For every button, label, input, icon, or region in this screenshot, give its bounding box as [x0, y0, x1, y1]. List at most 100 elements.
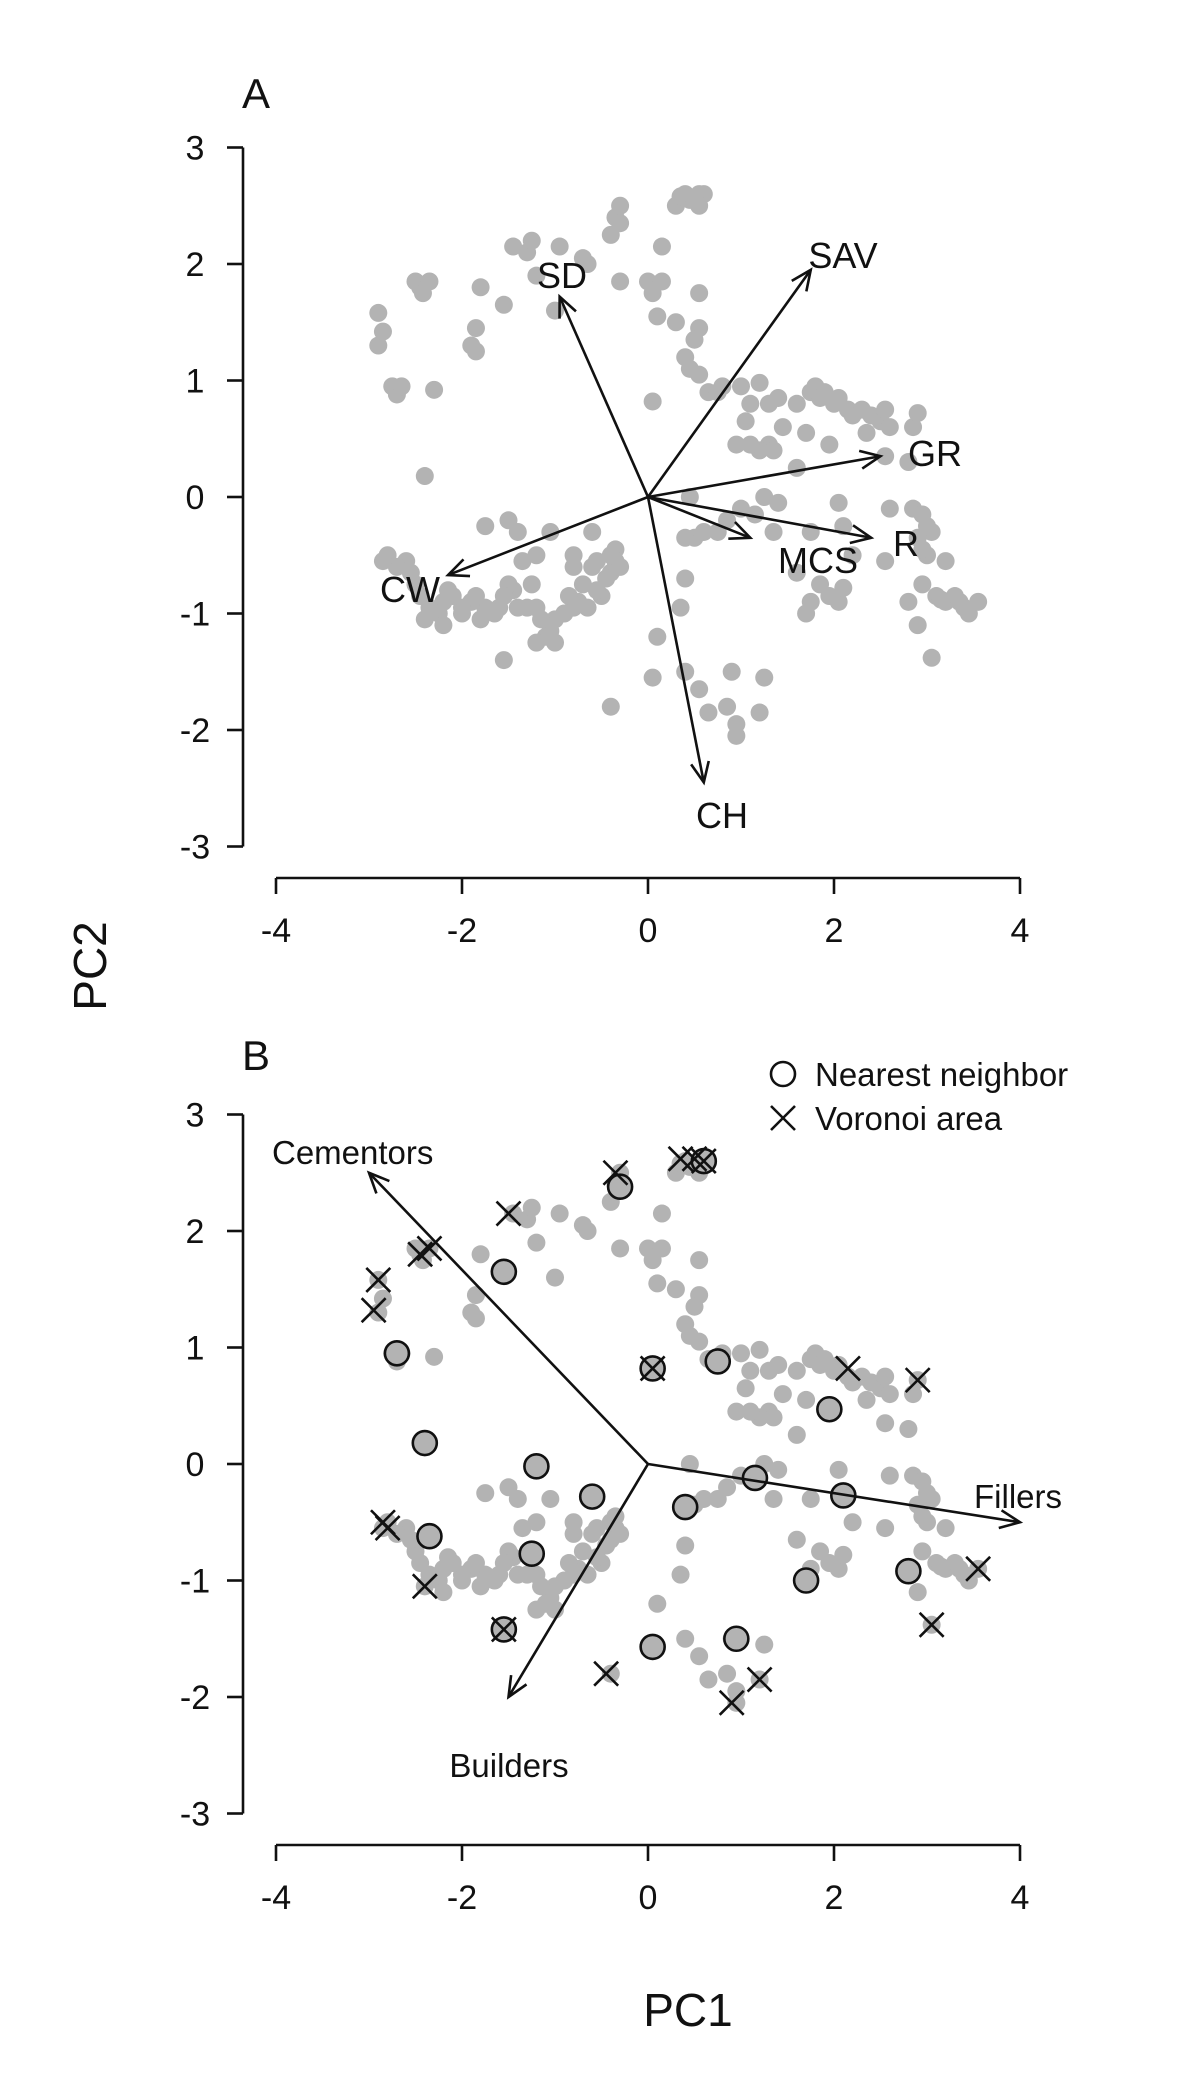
data-point	[522, 575, 541, 594]
data-point	[690, 680, 709, 699]
data-point	[471, 1577, 490, 1596]
data-point	[908, 1583, 927, 1602]
data-point	[713, 377, 732, 396]
data-point	[922, 522, 941, 541]
vector-sd: SD	[537, 255, 650, 498]
data-point	[504, 237, 523, 256]
data-point	[415, 610, 434, 629]
data-point	[453, 1571, 471, 1590]
data-point	[787, 458, 806, 477]
data-point	[504, 1204, 523, 1223]
vector-arrowhead	[690, 760, 711, 786]
data-point	[508, 598, 527, 617]
data-point	[476, 1484, 495, 1503]
y-tick-label: 1	[186, 363, 205, 401]
data-point	[466, 342, 485, 361]
data-point	[513, 1519, 532, 1538]
data-point	[466, 1309, 485, 1328]
data-point	[471, 278, 490, 297]
x-tick-label: 2	[825, 1879, 844, 1917]
data-point	[908, 616, 927, 635]
data-point	[880, 1385, 899, 1404]
y-tick-label: 3	[186, 130, 205, 168]
data-point	[880, 418, 899, 437]
y-tick-label: 2	[186, 246, 205, 284]
data-point	[741, 1402, 760, 1421]
y-tick-label: -3	[180, 1796, 210, 1834]
data-point	[527, 266, 546, 285]
vector-fillers: Fillers	[647, 1462, 1062, 1530]
panel-b-y-axis: -3 -2 -1 0 1 2 3	[180, 1097, 245, 1834]
panel-a-x-axis: -4 -2 0 2 4	[261, 876, 1029, 950]
data-point	[750, 703, 769, 722]
data-point	[787, 563, 806, 582]
nearest-neighbor-marker	[523, 1453, 550, 1480]
data-point	[718, 697, 737, 716]
data-point	[801, 1489, 820, 1508]
voronoi-marker	[374, 1515, 401, 1541]
voronoi-marker	[495, 1200, 522, 1227]
data-point	[876, 1519, 895, 1538]
data-point	[829, 1460, 848, 1479]
data-point	[904, 418, 923, 437]
vector-sav: SAV	[646, 235, 878, 498]
data-point	[690, 1251, 709, 1270]
vector-line	[647, 495, 751, 539]
data-point	[690, 365, 709, 384]
data-point	[643, 392, 662, 411]
vector-line	[558, 296, 650, 498]
vector-label: SD	[537, 255, 587, 296]
y-tick-label: 1	[186, 1330, 205, 1368]
voronoi-marker	[681, 1145, 708, 1172]
data-point	[787, 1425, 806, 1444]
data-point	[685, 1297, 704, 1316]
data-point	[913, 575, 932, 594]
data-point	[415, 467, 434, 486]
vector-line	[647, 1462, 1021, 1524]
data-point	[373, 1289, 392, 1308]
data-point	[829, 1559, 848, 1578]
nearest-neighbor-marker	[723, 1625, 750, 1653]
data-point	[899, 453, 918, 472]
voronoi-marker	[639, 1355, 666, 1382]
data-point	[880, 499, 899, 518]
data-point	[834, 578, 853, 597]
vector-label: GR	[908, 433, 962, 474]
data-point	[787, 394, 806, 413]
legend-nearest-neighbor: Nearest neighbor	[815, 1056, 1068, 1093]
data-point	[690, 284, 709, 303]
data-point	[466, 1286, 485, 1305]
panel-b-voronoi-markers	[360, 1145, 992, 1716]
data-point	[541, 1489, 560, 1508]
data-point	[676, 528, 695, 547]
data-point	[601, 1664, 620, 1683]
data-point	[718, 1664, 737, 1683]
nearest-neighbor-marker	[383, 1340, 411, 1367]
data-point	[671, 1565, 690, 1584]
voronoi-stroke	[639, 1355, 666, 1382]
nearest-neighbor-marker	[518, 1540, 546, 1568]
voronoi-stroke	[835, 1355, 861, 1382]
nearest-neighbor-marker	[704, 1348, 732, 1375]
data-point	[546, 301, 564, 320]
vector-label: MCS	[778, 540, 858, 581]
data-point	[522, 231, 541, 250]
data-point	[527, 1513, 546, 1532]
data-point	[652, 1204, 671, 1223]
data-point	[611, 214, 630, 233]
data-point	[494, 295, 513, 314]
data-point	[676, 662, 695, 681]
data-point	[690, 1647, 709, 1666]
vector-arrowhead	[728, 521, 754, 540]
data-point	[676, 1536, 695, 1555]
data-point	[573, 1542, 592, 1561]
data-point	[769, 1355, 788, 1374]
voronoi-marker	[918, 1611, 945, 1638]
data-point	[513, 552, 532, 571]
data-point	[755, 1635, 774, 1654]
data-point	[787, 1361, 806, 1380]
x-tick-label: 0	[639, 912, 658, 950]
voronoi-stroke	[360, 1297, 387, 1324]
data-point	[787, 1530, 806, 1549]
vector-arrowhead	[858, 449, 884, 470]
